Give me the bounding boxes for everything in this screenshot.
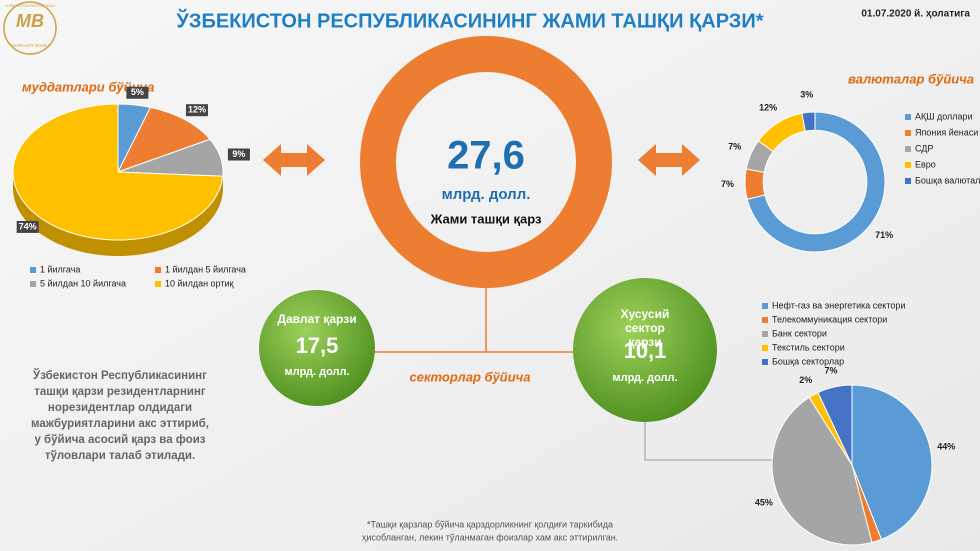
description-line: у бўйича асосий қарз ва фоиз [34,434,205,446]
value-label: 12% [759,102,777,112]
label-box [16,220,39,233]
legend-label: 5 йилдан 10 йилгача [40,278,126,288]
label-box [227,148,250,161]
connectors [374,288,580,353]
logo-text: O'ZBEKISTON RESPUBLIKASI [5,4,54,8]
legend-swatch [762,345,768,351]
legend-swatch [905,162,911,168]
value-label: 12% [188,105,206,115]
legend-swatch [905,146,911,152]
bubble [259,290,375,406]
value-label: 7% [721,179,734,189]
label-box [185,104,208,117]
connector [644,420,775,461]
bubble-label: Хусусий сектор қарзи [621,307,670,349]
label-box [126,86,149,99]
description-line: тўловлари талаб этилади. [45,450,195,462]
description-line: Ўзбекистон Республикасининг [32,369,207,382]
legend-swatch [905,130,911,136]
title: ЎЗБЕКИСТОН РЕСПУБЛИКАСИНИНГ ЖАМИ ТАШҚИ Қ… [175,8,763,32]
footnote-line: *Ташқи қарзлар бўйича қарздорликнинг қол… [367,519,613,529]
legend-label: СДР [915,143,933,153]
slice [116,106,211,173]
legend-label: Телекоммуникация сектори [772,314,887,324]
chart-title: валюталар бўйича [848,71,974,86]
date: 01.07.2020 й. ҳолатига [861,9,970,20]
slice [771,396,873,546]
value-label: 5% [131,87,144,97]
value-label: 44% [937,441,955,451]
legend-swatch [762,303,768,309]
value-label: 3% [800,89,813,99]
legend-label: Текстиль сектори [772,342,845,352]
description-line: ташқи қарзи резидентларнинг [34,386,206,398]
bubble-unit: млрд. долл. [612,372,677,384]
legend-label: Бошқа валютала [915,175,980,185]
description-line: норезидентлар олдидаги [48,402,192,414]
logo: MB O'ZBEKISTON RESPUBLIKASI MARKAZIY BAN… [3,1,57,55]
slice [817,384,853,466]
value-label: 9% [232,149,245,159]
legend-label: АҚШ доллари [915,111,973,121]
arrows [263,144,700,176]
slice [12,103,224,241]
legend-label: 1 йилгача [40,264,80,274]
logo-text: MARKAZIY BANKI [11,43,49,48]
chart-title: муддатлари бўйича [22,79,154,94]
value-label: 71% [875,230,893,240]
footnote-line: ҳисобланган, лекин тўланмаган фоизлар ха… [362,532,618,542]
legend-label: Евро [915,159,936,169]
total-value: 27,6 [447,134,525,178]
legend-swatch [762,317,768,323]
legend-label: Банк сектори [772,328,827,338]
bubble-value: 17,5 [296,333,339,358]
description-line: мажбуриятларини акс эттириб, [31,418,209,430]
legend-swatch [905,114,911,120]
value-label: 2% [799,375,812,385]
bubble [573,278,717,422]
total-unit: млрд. долл. [442,186,531,203]
legend-label: 1 йилдан 5 йилгача [165,264,246,274]
legend-swatch [30,281,36,287]
slice [801,111,816,132]
legend-label: Япония йенаси [915,127,978,137]
total-label: Жами ташқи қарз [430,211,542,226]
value-label: 7% [728,142,741,152]
legend-label: 10 йилдан ортиқ [165,278,234,288]
legend-swatch [155,281,161,287]
legend-label: Нефт-газ ва энергетика сектори [772,300,905,310]
description: Ўзбекистон Республикасининг ташқи қарзи р… [31,369,209,462]
footnote: *Ташқи қарзлар бўйича қарздорликнинг қол… [362,519,618,542]
bubble-value: 10,1 [624,338,667,363]
bubble-label: Давлат қарзи [277,312,356,326]
value-label: 74% [19,221,37,231]
legend-label: Бошқа секторлар [772,356,844,366]
slice [851,384,933,541]
value-label: 7% [825,366,838,376]
slice [744,168,766,201]
legend-swatch [905,178,911,184]
legend-swatch [30,267,36,273]
total-ring [360,36,612,288]
legend-swatch [762,331,768,337]
legend-swatch [762,359,768,365]
value-label: 45% [755,498,773,508]
legend-swatch [155,267,161,273]
slice [746,111,886,253]
svg-text:MB: MB [16,11,44,31]
chart-title: секторлар бўйича [410,369,531,384]
bubble-unit: млрд. долл. [284,366,349,378]
